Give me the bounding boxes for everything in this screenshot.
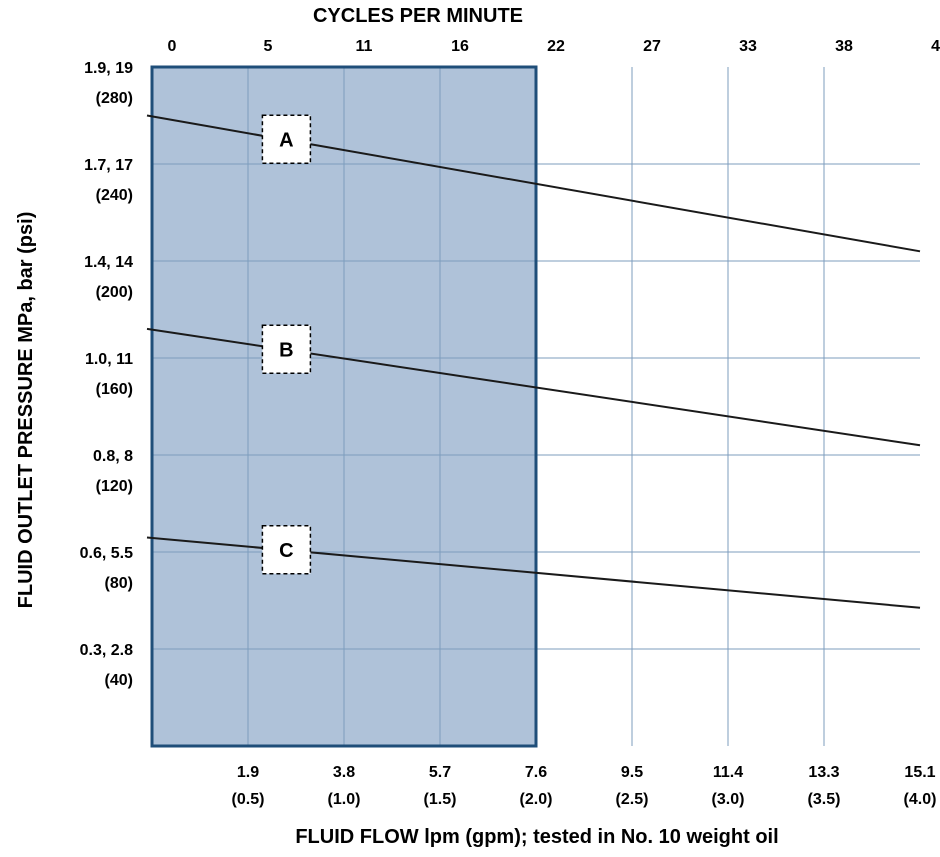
top-tick-label: 27: [643, 38, 661, 55]
bottom-tick-label-gpm: (2.0): [520, 791, 553, 808]
bottom-tick-label-lpm: 15.1: [904, 764, 935, 781]
series-label-a: A: [279, 129, 293, 151]
y-tick-label-metric: 0.6, 5.5: [80, 545, 133, 562]
top-tick-label: 22: [547, 38, 565, 55]
y-tick-label-psi: (40): [105, 672, 133, 689]
y-tick-label-metric: 1.4, 14: [84, 254, 133, 271]
bottom-tick-label-lpm: 11.4: [713, 764, 743, 781]
series-label-box-c: [261, 525, 312, 575]
y-tick-label-metric: 1.7, 17: [84, 157, 133, 174]
top-tick-label: 33: [739, 38, 757, 55]
y-tick-label-metric: 1.0, 11: [85, 351, 133, 368]
top-axis-title: CYCLES PER MINUTE: [313, 5, 523, 27]
y-tick-label-metric: 0.8, 8: [93, 448, 133, 465]
series-label-c: C: [279, 540, 293, 562]
y-tick-label-psi: (240): [96, 187, 133, 204]
bottom-tick-label-gpm: (4.0): [904, 791, 937, 808]
series-label-b: B: [279, 339, 293, 361]
y-tick-label-psi: (200): [96, 284, 133, 301]
bottom-tick-label-gpm: (1.5): [424, 791, 457, 808]
y-axis-title: FLUID OUTLET PRESSURE MPa, bar (psi): [15, 212, 37, 609]
shaded-region-border: [150, 65, 538, 748]
top-tick-label: 5: [264, 38, 273, 55]
bottom-tick-label-gpm: (3.5): [808, 791, 841, 808]
y-tick-label-psi: (80): [105, 575, 133, 592]
top-tick-label: 16: [451, 38, 469, 55]
top-tick-label: 43: [931, 38, 940, 55]
bottom-tick-label-lpm: 3.8: [333, 764, 355, 781]
bottom-tick-label-gpm: (3.0): [712, 791, 745, 808]
y-tick-label-metric: 1.9, 19: [84, 60, 133, 77]
top-tick-label: 11: [356, 38, 373, 55]
y-tick-label-psi: (160): [96, 381, 133, 398]
x-axis-title: FLUID FLOW lpm (gpm); tested in No. 10 w…: [295, 826, 778, 848]
top-tick-label: 38: [835, 38, 853, 55]
bottom-tick-label-gpm: (2.5): [616, 791, 649, 808]
bottom-tick-label-lpm: 5.7: [429, 764, 451, 781]
y-tick-label-psi: (120): [96, 478, 133, 495]
bottom-tick-label-lpm: 1.9: [237, 764, 259, 781]
bottom-tick-label-lpm: 7.6: [525, 764, 547, 781]
y-tick-label-psi: (280): [96, 90, 133, 107]
bottom-tick-label-gpm: (0.5): [232, 791, 265, 808]
y-tick-label-metric: 0.3, 2.8: [80, 642, 133, 659]
series-label-box-b: [261, 324, 312, 375]
top-tick-label: 0: [168, 38, 177, 55]
bottom-tick-label-lpm: 9.5: [621, 764, 643, 781]
series-label-box-a: [261, 114, 312, 165]
bottom-tick-label-lpm: 13.3: [808, 764, 839, 781]
bottom-tick-label-gpm: (1.0): [328, 791, 361, 808]
